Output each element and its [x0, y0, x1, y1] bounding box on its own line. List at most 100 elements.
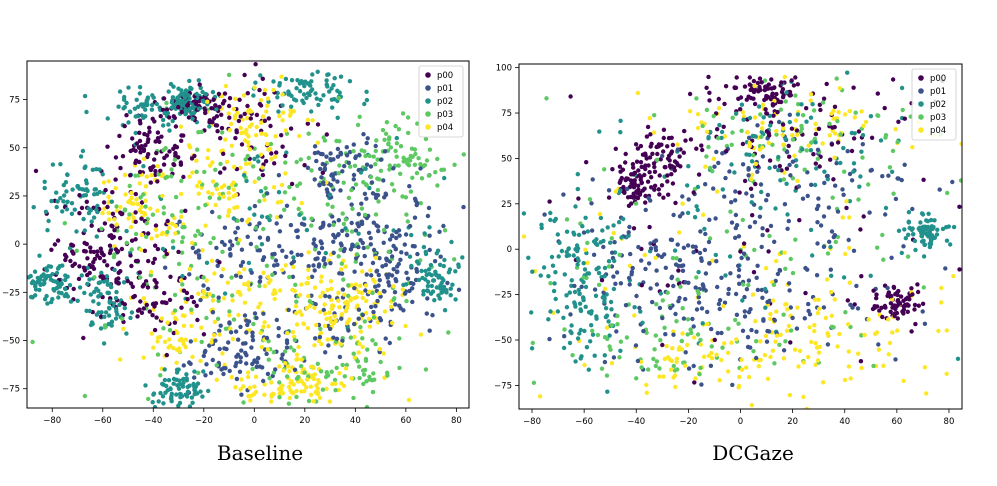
point-p00: [49, 247, 54, 252]
point-p02: [362, 101, 367, 107]
point-p02: [61, 199, 66, 204]
point-p02: [31, 205, 36, 210]
point-p02: [421, 292, 426, 297]
point-p00: [147, 125, 152, 130]
point-p02: [601, 238, 606, 244]
point-p03: [344, 362, 349, 368]
point-p02: [575, 248, 580, 254]
point-p02: [92, 187, 97, 192]
point-p01: [755, 287, 761, 293]
point-p02: [190, 105, 196, 111]
point-p01: [210, 357, 215, 363]
point-p01: [764, 339, 770, 344]
point-p02: [955, 356, 961, 361]
point-p00: [704, 85, 709, 91]
point-p00: [194, 303, 199, 308]
y-tick-label: −50: [495, 336, 512, 346]
point-p04: [223, 137, 228, 142]
point-p01: [353, 228, 359, 233]
point-p01: [203, 373, 208, 378]
point-p02: [808, 148, 814, 153]
point-p04: [281, 368, 286, 373]
point-p00: [119, 246, 125, 252]
point-p03: [781, 177, 787, 182]
point-p04: [721, 303, 726, 309]
point-p04: [299, 379, 304, 384]
point-p02: [106, 321, 111, 327]
point-p04: [886, 352, 891, 357]
point-p01: [438, 254, 443, 259]
point-p02: [926, 211, 931, 216]
point-p01: [759, 244, 764, 250]
point-p02: [94, 234, 100, 239]
point-p02: [435, 248, 441, 253]
point-p00: [633, 142, 639, 147]
point-p01: [394, 278, 399, 284]
point-p04: [829, 111, 834, 116]
point-p04: [137, 181, 142, 186]
point-p02: [773, 206, 778, 211]
point-p02: [141, 164, 146, 169]
point-p04: [740, 110, 746, 115]
point-p04: [611, 230, 616, 236]
point-p04: [256, 305, 261, 310]
point-p00: [632, 194, 638, 200]
point-p02: [33, 282, 38, 287]
point-p01: [280, 248, 285, 253]
point-p03: [282, 207, 287, 212]
point-p01: [323, 293, 328, 299]
point-p03: [405, 115, 411, 120]
point-p01: [187, 272, 192, 277]
point-p01: [745, 344, 751, 350]
point-p02: [810, 102, 815, 107]
point-p04: [280, 267, 285, 273]
point-p02: [186, 107, 192, 113]
point-p02: [85, 281, 90, 287]
point-p01: [754, 355, 759, 361]
point-p01: [275, 262, 280, 267]
point-p01: [606, 188, 612, 193]
point-p01: [201, 283, 206, 288]
point-p04: [312, 343, 317, 348]
point-p01: [816, 196, 821, 201]
point-p04: [585, 260, 590, 265]
point-p01: [876, 342, 881, 347]
point-p04: [673, 384, 678, 390]
x-tick-label: −60: [575, 417, 593, 427]
point-p04: [223, 83, 229, 89]
dcgaze-chart-panel: −80 −60 −40 −20 0 20 40 60 80 −75 −50 −25 0 25 50 75 100…: [494, 0, 995, 486]
point-p00: [172, 162, 177, 168]
point-p00: [767, 158, 773, 163]
point-p00: [173, 124, 179, 129]
point-p01: [749, 327, 754, 333]
point-p02: [605, 225, 610, 230]
point-p02: [841, 145, 846, 151]
point-p03: [220, 130, 225, 135]
point-p02: [600, 295, 605, 300]
point-p04: [198, 358, 203, 364]
point-p04: [316, 338, 321, 343]
point-p00: [644, 134, 650, 139]
point-p01: [788, 305, 793, 310]
point-p04: [795, 132, 800, 137]
point-p02: [37, 253, 42, 258]
point-p03: [694, 275, 699, 280]
point-p00: [774, 91, 779, 97]
point-p00: [668, 151, 674, 156]
point-p00: [779, 168, 784, 173]
point-p03: [355, 122, 361, 128]
point-p00: [647, 224, 652, 230]
point-p03: [371, 315, 377, 320]
point-p00: [606, 195, 612, 200]
point-p00: [168, 274, 173, 279]
point-p02: [329, 86, 334, 91]
point-p02: [316, 102, 321, 108]
point-p01: [384, 257, 389, 262]
point-p00: [652, 169, 658, 174]
point-p04: [390, 320, 395, 326]
point-p04: [753, 319, 758, 324]
point-p03: [294, 299, 299, 304]
point-p01: [733, 189, 738, 194]
point-p01: [719, 330, 724, 336]
y-tick-label: −75: [2, 385, 20, 395]
